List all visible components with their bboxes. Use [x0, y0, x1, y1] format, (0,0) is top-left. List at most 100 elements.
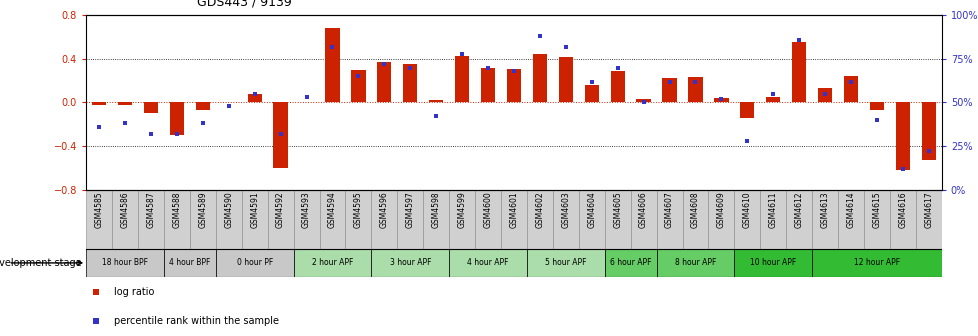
Bar — [864, 190, 889, 249]
Text: GSM4613: GSM4613 — [820, 192, 828, 228]
Bar — [630, 190, 656, 249]
Bar — [739, 102, 754, 118]
Bar — [604, 190, 630, 249]
Bar — [688, 77, 702, 102]
Bar — [578, 190, 604, 249]
Text: GSM4592: GSM4592 — [276, 192, 285, 228]
Bar — [273, 102, 288, 168]
Text: GSM4605: GSM4605 — [612, 192, 622, 228]
Bar — [915, 190, 941, 249]
Bar — [455, 55, 468, 102]
Text: GSM4590: GSM4590 — [224, 192, 233, 228]
Text: 18 hour BPF: 18 hour BPF — [102, 258, 148, 267]
Text: GSM4587: GSM4587 — [147, 192, 156, 228]
Text: GSM4591: GSM4591 — [250, 192, 259, 228]
Bar — [377, 62, 391, 102]
Text: GSM4617: GSM4617 — [923, 192, 932, 228]
Bar — [708, 190, 734, 249]
Bar — [247, 94, 261, 102]
Bar — [325, 28, 339, 102]
Text: 12 hour APF: 12 hour APF — [853, 258, 899, 267]
Text: GSM4606: GSM4606 — [639, 192, 647, 228]
Text: GSM4603: GSM4603 — [560, 192, 570, 228]
Text: GSM4610: GSM4610 — [742, 192, 751, 228]
Bar — [662, 79, 676, 102]
Text: GSM4594: GSM4594 — [328, 192, 336, 228]
Bar — [397, 190, 422, 249]
Bar — [428, 100, 443, 102]
Bar — [895, 102, 910, 170]
Text: GSM4585: GSM4585 — [95, 192, 104, 228]
Bar — [345, 190, 371, 249]
Bar — [242, 190, 267, 249]
Text: 8 hour APF: 8 hour APF — [674, 258, 716, 267]
Bar — [86, 190, 111, 249]
Bar — [480, 68, 495, 102]
Bar — [293, 249, 371, 277]
Bar — [163, 249, 215, 277]
Text: GSM4607: GSM4607 — [664, 192, 674, 228]
Bar — [138, 190, 163, 249]
Bar — [785, 190, 812, 249]
Text: 2 hour APF: 2 hour APF — [311, 258, 353, 267]
Bar — [92, 102, 107, 105]
Bar — [163, 190, 190, 249]
Bar — [196, 102, 209, 110]
Bar — [449, 190, 474, 249]
Bar — [766, 97, 779, 102]
Bar — [656, 190, 682, 249]
Bar — [791, 42, 806, 102]
Bar — [403, 64, 417, 102]
Bar — [501, 190, 526, 249]
Text: 4 hour BPF: 4 hour BPF — [169, 258, 210, 267]
Bar — [111, 190, 138, 249]
Text: GSM4595: GSM4595 — [353, 192, 363, 228]
Text: GSM4598: GSM4598 — [431, 192, 440, 228]
Bar — [843, 76, 858, 102]
Text: 10 hour APF: 10 hour APF — [749, 258, 795, 267]
Bar — [610, 71, 624, 102]
Bar — [474, 190, 501, 249]
Text: 4 hour APF: 4 hour APF — [467, 258, 509, 267]
Text: GSM4597: GSM4597 — [405, 192, 415, 228]
Text: development stage: development stage — [0, 258, 81, 268]
Text: GSM4586: GSM4586 — [120, 192, 129, 228]
Bar — [293, 190, 319, 249]
Text: GSM4588: GSM4588 — [172, 192, 181, 228]
Text: GSM4604: GSM4604 — [587, 192, 596, 228]
Bar — [558, 56, 572, 102]
Text: GSM4596: GSM4596 — [379, 192, 388, 228]
Bar — [812, 249, 941, 277]
Bar — [584, 85, 599, 102]
Bar — [818, 88, 831, 102]
Bar — [371, 249, 449, 277]
Bar — [507, 69, 520, 102]
Text: GDS443 / 9139: GDS443 / 9139 — [198, 0, 291, 8]
Text: 3 hour APF: 3 hour APF — [389, 258, 430, 267]
Bar — [215, 249, 293, 277]
Bar — [604, 249, 656, 277]
Text: GSM4612: GSM4612 — [794, 192, 803, 228]
Bar — [714, 98, 728, 102]
Text: GSM4589: GSM4589 — [199, 192, 207, 228]
Bar — [526, 249, 604, 277]
Bar — [449, 249, 526, 277]
Text: GSM4599: GSM4599 — [457, 192, 467, 228]
Bar — [319, 190, 345, 249]
Bar — [920, 102, 935, 160]
Bar — [169, 102, 184, 135]
Bar — [190, 190, 215, 249]
Text: log ratio: log ratio — [113, 287, 154, 297]
Bar — [734, 190, 760, 249]
Bar — [682, 190, 708, 249]
Text: percentile rank within the sample: percentile rank within the sample — [113, 316, 279, 326]
Text: GSM4611: GSM4611 — [768, 192, 777, 228]
Text: GSM4593: GSM4593 — [302, 192, 311, 228]
Bar — [869, 102, 883, 110]
Bar — [812, 190, 837, 249]
Bar — [144, 102, 157, 114]
Bar — [734, 249, 812, 277]
Bar — [760, 190, 785, 249]
Text: GSM4600: GSM4600 — [483, 192, 492, 228]
Text: 0 hour PF: 0 hour PF — [237, 258, 273, 267]
